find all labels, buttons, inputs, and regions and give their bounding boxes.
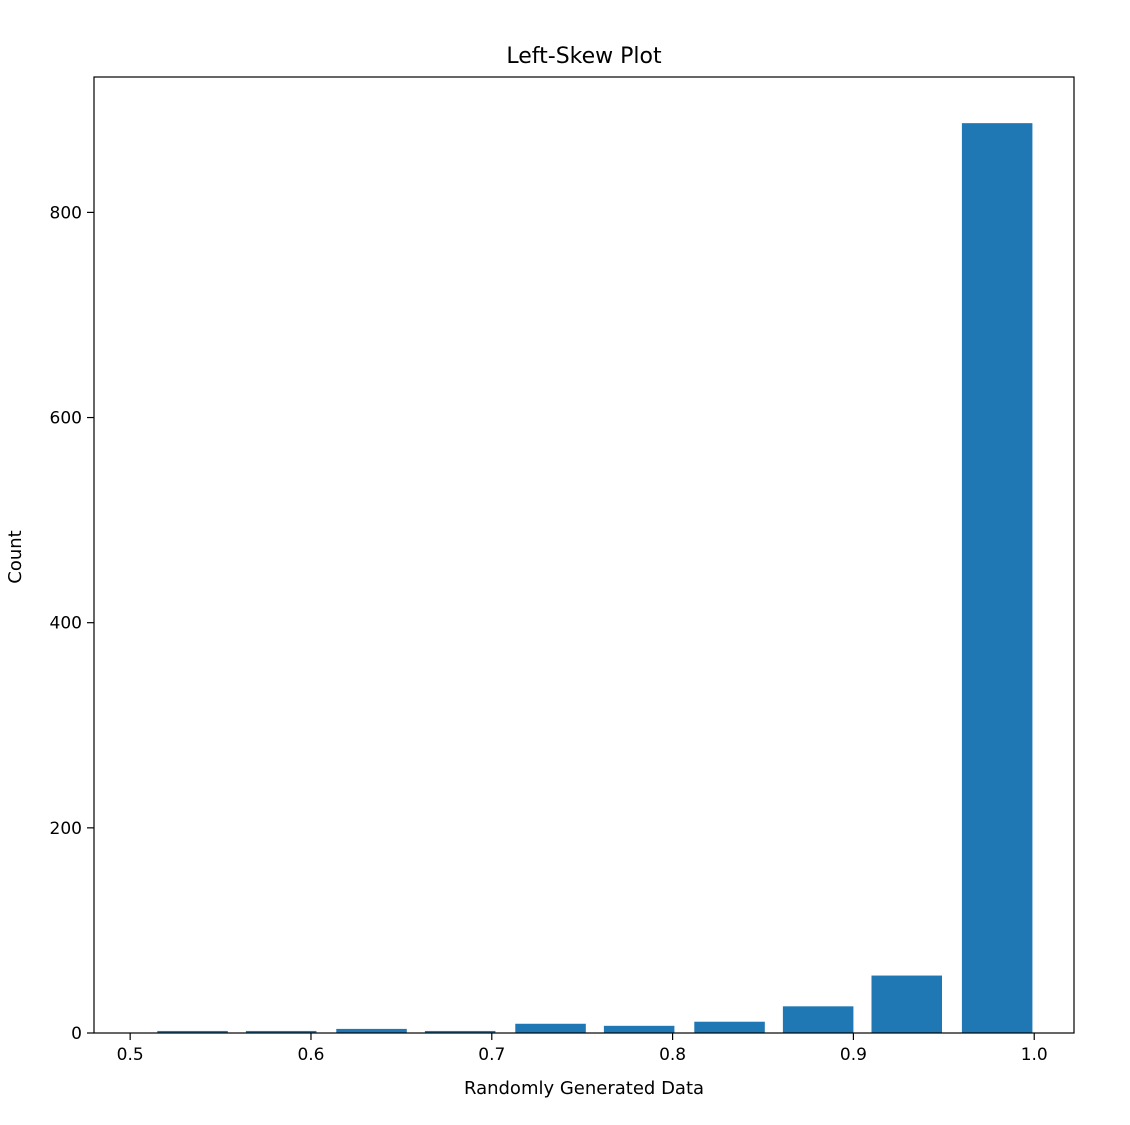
- x-tick-label: 0.5: [117, 1045, 144, 1065]
- y-axis-label: Count: [5, 530, 26, 583]
- y-tick-label: 0: [71, 1024, 82, 1044]
- chart-title: Left-Skew Plot: [506, 44, 662, 69]
- histogram-bar-4: [424, 1030, 496, 1033]
- x-tick-label: 0.6: [297, 1045, 324, 1065]
- histogram-bar-8: [782, 1006, 854, 1033]
- x-tick-label: 0.9: [840, 1045, 867, 1065]
- y-tick-label: 200: [50, 819, 82, 839]
- histogram-bar-5: [515, 1023, 586, 1033]
- y-tick-label: 400: [50, 614, 82, 634]
- histogram-bar-7: [694, 1021, 765, 1033]
- histogram-bar-9: [871, 975, 943, 1033]
- histogram-bar-2: [245, 1030, 317, 1033]
- y-tick-label: 800: [50, 203, 82, 223]
- x-tick-label: 0.7: [478, 1045, 505, 1065]
- histogram-bar-6: [603, 1025, 675, 1033]
- histogram-bar-3: [336, 1028, 407, 1033]
- ticks-layer: 0.5 0.6 0.7 0.8 0.9 1.0 0 200 400 600 800: [50, 203, 1048, 1065]
- x-axis-label: Randomly Generated Data: [464, 1078, 704, 1099]
- histogram-bar-1: [157, 1030, 228, 1033]
- x-tick-label: 0.8: [659, 1045, 686, 1065]
- x-tick-label: 1.0: [1021, 1045, 1048, 1065]
- plot-frame: [93, 76, 1075, 1034]
- histogram-bar-10: [961, 123, 1033, 1033]
- y-tick-label: 600: [50, 409, 82, 429]
- bars-layer: [157, 123, 1033, 1033]
